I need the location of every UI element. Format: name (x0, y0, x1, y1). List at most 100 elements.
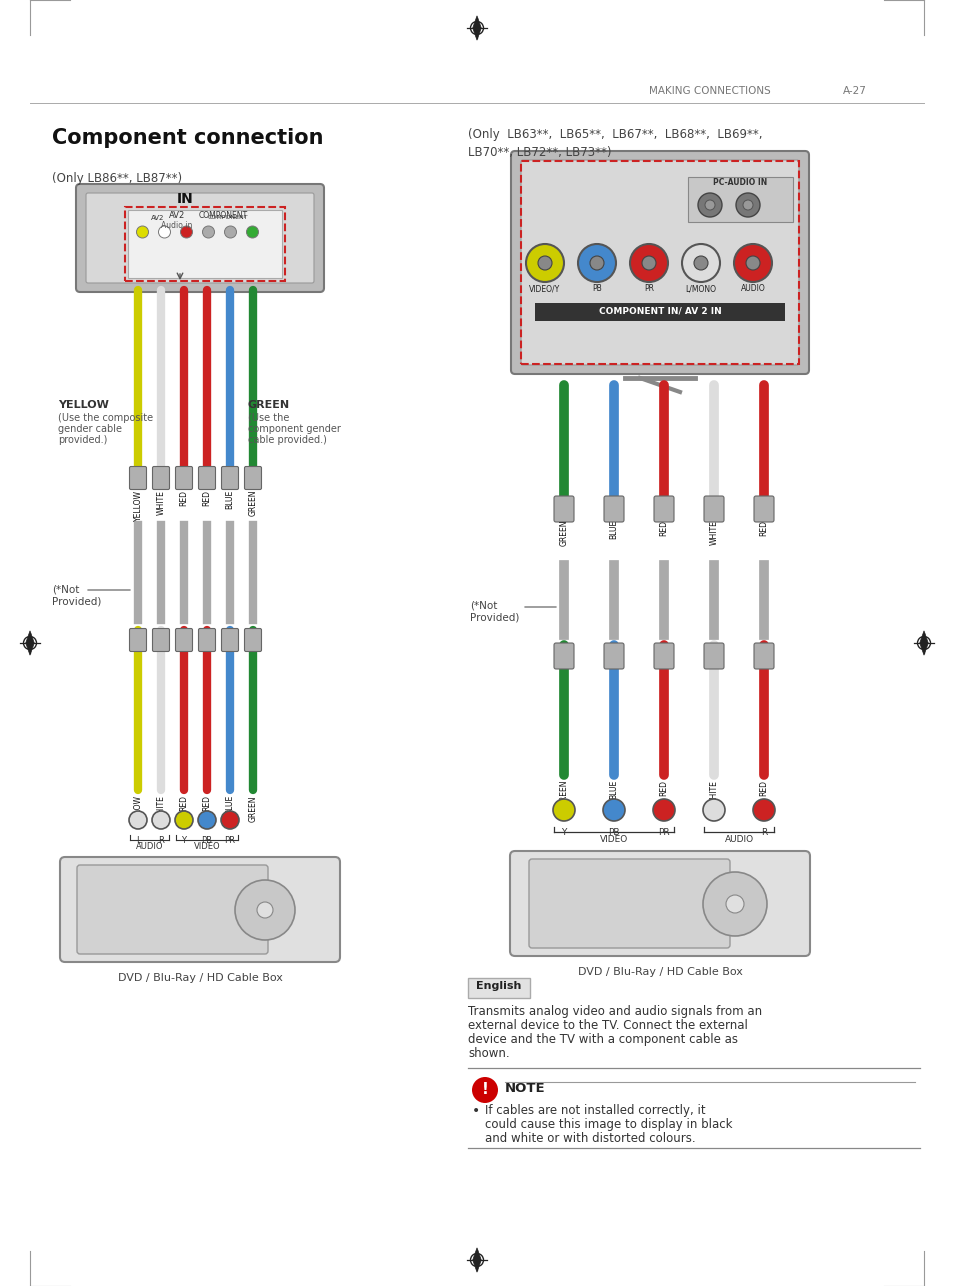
Circle shape (224, 226, 236, 238)
Text: (*Not: (*Not (470, 601, 497, 610)
FancyBboxPatch shape (703, 496, 723, 522)
Text: !: ! (481, 1083, 488, 1097)
Circle shape (652, 799, 675, 820)
Text: provided.): provided.) (58, 435, 108, 445)
FancyBboxPatch shape (152, 629, 170, 652)
FancyBboxPatch shape (76, 184, 324, 292)
Text: Transmits analog video and audio signals from an: Transmits analog video and audio signals… (468, 1004, 761, 1019)
FancyBboxPatch shape (529, 859, 729, 948)
Text: DVD / Blu-Ray / HD Cable Box: DVD / Blu-Ray / HD Cable Box (117, 974, 282, 983)
Text: R: R (760, 828, 766, 837)
Text: GREEN: GREEN (558, 781, 568, 806)
Text: external device to the TV. Connect the external: external device to the TV. Connect the e… (468, 1019, 747, 1031)
Circle shape (198, 811, 215, 829)
FancyBboxPatch shape (244, 629, 261, 652)
Text: PB: PB (608, 828, 619, 837)
Text: PR: PR (643, 284, 654, 293)
Circle shape (702, 872, 766, 936)
Text: VIDEO: VIDEO (599, 835, 627, 844)
Text: PB: PB (201, 836, 213, 845)
FancyBboxPatch shape (128, 210, 282, 278)
FancyBboxPatch shape (510, 851, 809, 955)
FancyBboxPatch shape (198, 467, 215, 490)
FancyBboxPatch shape (753, 496, 773, 522)
FancyBboxPatch shape (60, 856, 339, 962)
Text: Audio in: Audio in (161, 221, 193, 230)
Text: RED: RED (659, 781, 668, 796)
Circle shape (589, 256, 603, 270)
FancyBboxPatch shape (198, 629, 215, 652)
Text: BLUE: BLUE (225, 490, 234, 509)
Text: PR: PR (224, 836, 235, 845)
FancyBboxPatch shape (603, 496, 623, 522)
Text: MAKING CONNECTIONS: MAKING CONNECTIONS (648, 86, 770, 96)
Text: WHITE: WHITE (709, 781, 718, 805)
Circle shape (256, 901, 273, 918)
Text: gender cable: gender cable (58, 424, 122, 433)
Text: Provided): Provided) (52, 597, 101, 607)
Text: WHITE: WHITE (156, 795, 165, 820)
Text: RED: RED (659, 520, 668, 536)
FancyBboxPatch shape (130, 629, 147, 652)
FancyBboxPatch shape (86, 193, 314, 283)
Text: AUDIO: AUDIO (723, 835, 753, 844)
Circle shape (472, 1076, 497, 1103)
FancyBboxPatch shape (554, 496, 574, 522)
Text: GREEN: GREEN (248, 490, 257, 517)
Text: COMPONENT: COMPONENT (207, 215, 248, 220)
Polygon shape (473, 15, 480, 40)
Text: BLUE: BLUE (225, 795, 234, 814)
Text: L: L (135, 836, 140, 845)
FancyBboxPatch shape (152, 467, 170, 490)
FancyBboxPatch shape (520, 159, 799, 365)
Circle shape (735, 193, 760, 217)
Circle shape (246, 226, 258, 238)
Text: IN: IN (176, 192, 193, 206)
Circle shape (725, 895, 743, 913)
Circle shape (537, 256, 552, 270)
Circle shape (681, 244, 720, 282)
Text: NOTE: NOTE (504, 1082, 545, 1094)
Polygon shape (473, 1247, 480, 1272)
Circle shape (698, 193, 721, 217)
Circle shape (202, 226, 214, 238)
Circle shape (693, 256, 707, 270)
FancyBboxPatch shape (221, 467, 238, 490)
FancyBboxPatch shape (554, 643, 574, 669)
Circle shape (158, 226, 171, 238)
Text: YELLOW: YELLOW (58, 400, 109, 410)
FancyBboxPatch shape (221, 629, 238, 652)
FancyBboxPatch shape (753, 643, 773, 669)
Text: device and the TV with a component cable as: device and the TV with a component cable… (468, 1033, 738, 1046)
Text: AUDIO: AUDIO (740, 284, 764, 293)
Text: AUDIO: AUDIO (135, 842, 163, 851)
Circle shape (704, 201, 714, 210)
Circle shape (553, 799, 575, 820)
Text: (Use the composite: (Use the composite (58, 413, 153, 423)
FancyBboxPatch shape (654, 643, 673, 669)
Text: YELLOW: YELLOW (133, 795, 142, 826)
Text: PC-AUDIO IN: PC-AUDIO IN (713, 177, 767, 186)
Text: BLUE: BLUE (609, 520, 618, 539)
Text: BLUE: BLUE (609, 781, 618, 800)
Text: DVD / Blu-Ray / HD Cable Box: DVD / Blu-Ray / HD Cable Box (577, 967, 741, 977)
Circle shape (152, 811, 170, 829)
FancyBboxPatch shape (703, 643, 723, 669)
Text: PR: PR (658, 828, 669, 837)
Text: VIDEO/Y: VIDEO/Y (529, 284, 560, 293)
Text: RED: RED (202, 795, 212, 811)
Text: •: • (472, 1103, 479, 1118)
FancyBboxPatch shape (175, 467, 193, 490)
Circle shape (602, 799, 624, 820)
FancyBboxPatch shape (130, 467, 147, 490)
Circle shape (733, 244, 771, 282)
Text: GREEN: GREEN (248, 400, 290, 410)
Text: RED: RED (202, 490, 212, 505)
FancyBboxPatch shape (654, 496, 673, 522)
Text: L/MONO: L/MONO (685, 284, 716, 293)
Circle shape (742, 201, 752, 210)
Text: LB70**, LB72**, LB73**): LB70**, LB72**, LB73**) (468, 147, 611, 159)
FancyBboxPatch shape (603, 643, 623, 669)
Text: component gender: component gender (248, 424, 340, 433)
Circle shape (525, 244, 563, 282)
